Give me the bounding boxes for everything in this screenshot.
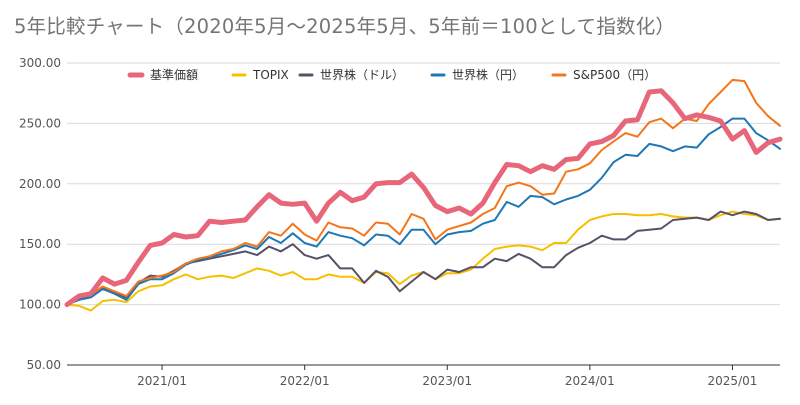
x-tick-label: 2022/01	[280, 374, 330, 388]
series-line-2	[66, 210, 781, 306]
series-line-0	[64, 88, 783, 308]
y-tick-label: 250.00	[19, 116, 61, 130]
legend-label: S&P500（円）	[573, 68, 656, 82]
legend-label: 世界株（ドル）	[320, 67, 404, 82]
x-tick-label: 2023/01	[422, 374, 472, 388]
chart-title: 5年比較チャート（2020年5月～2025年5月、5年前＝100として指数化）	[14, 15, 676, 38]
y-tick-label: 150.00	[19, 237, 61, 251]
y-tick-label: 300.00	[19, 56, 61, 70]
series-line-4	[66, 78, 781, 306]
legend-label: 基準価額	[150, 67, 198, 82]
gridlines	[67, 62, 780, 366]
y-axis-ticks: 300.00 250.00 200.00 150.00 100.00 50.00	[19, 56, 61, 372]
y-tick-label: 50.00	[27, 358, 61, 372]
x-tick-label: 2024/01	[565, 374, 615, 388]
y-tick-label: 200.00	[19, 177, 61, 191]
y-tick-label: 100.00	[19, 298, 61, 312]
legend-label: TOPIX	[252, 68, 289, 82]
x-tick-label: 2021/01	[137, 374, 187, 388]
series-lines	[64, 78, 783, 312]
legend-label: 世界株（円）	[452, 67, 524, 82]
legend: 基準価額 TOPIX 世界株（ドル） 世界株（円） S&P500（円）	[127, 67, 656, 82]
x-tick-label: 2025/01	[708, 374, 758, 388]
series-line-1	[66, 210, 781, 312]
x-axis-ticks: 2021/01 2022/01 2023/01 2024/01 2025/01	[137, 365, 757, 388]
series-line-3	[66, 117, 781, 306]
